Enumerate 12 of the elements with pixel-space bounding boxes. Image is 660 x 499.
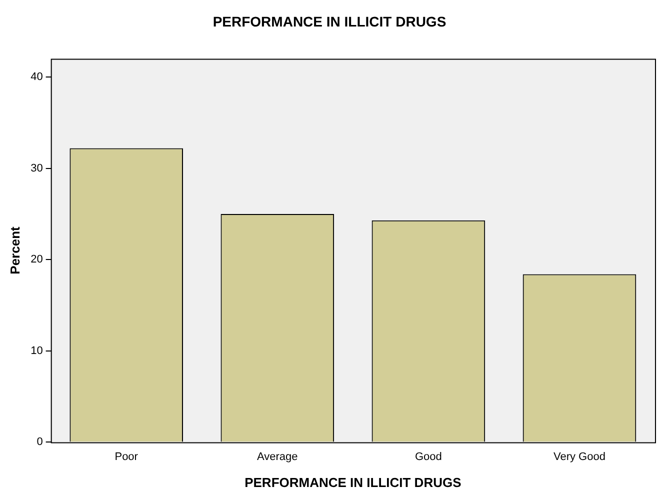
y-tick-label: 30 [30,162,43,174]
y-tick-label: 10 [30,344,43,357]
y-tick-label: 20 [30,254,43,266]
y-tick-label: 0 [36,436,43,448]
y-tick-label: 40 [30,71,43,84]
x-tick-label: Good [414,450,442,463]
y-axis-title: Percent [7,226,22,274]
x-tick-label: Average [257,450,298,463]
x-axis-title: PERFORMANCE IN ILLICIT DRUGS [244,474,462,490]
chart-title: PERFORMANCE IN ILLICIT DRUGS [212,13,446,30]
x-tick-label: Poor [114,450,138,463]
x-tick-label: Very Good [553,450,606,463]
